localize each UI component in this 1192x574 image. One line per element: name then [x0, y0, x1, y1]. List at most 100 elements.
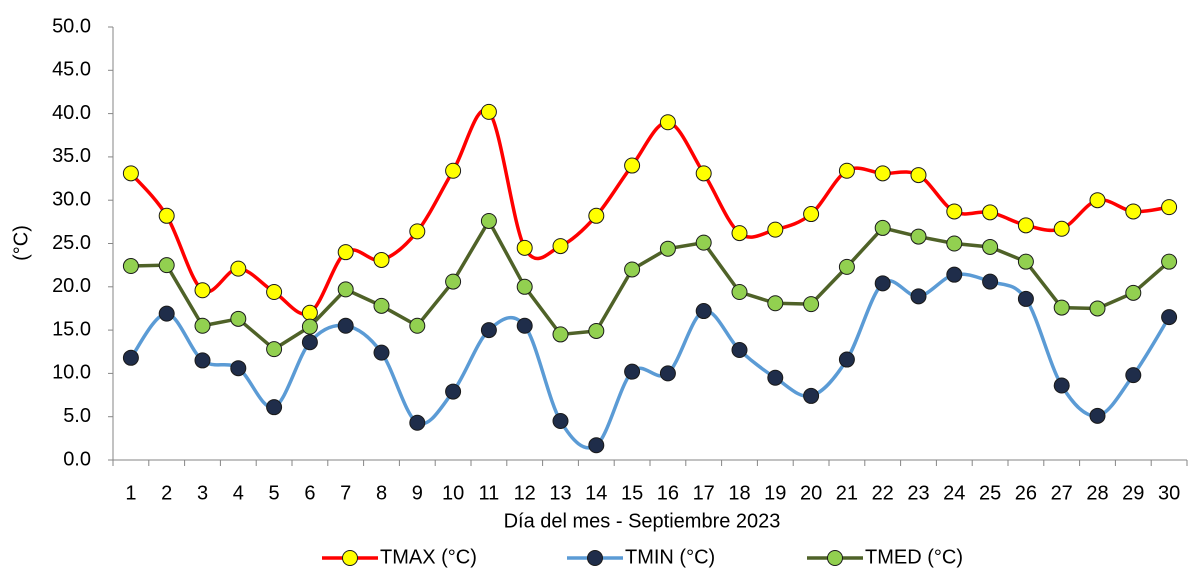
- y-tick-label: 20.0: [52, 275, 91, 297]
- marker: [1017, 290, 1034, 307]
- legend-label: TMIN (°C): [625, 546, 715, 568]
- marker: [1089, 192, 1106, 209]
- x-tick-label: 20: [800, 482, 822, 504]
- x-axis-title: Día del mes - Septiembre 2023: [504, 510, 781, 532]
- marker: [266, 399, 283, 416]
- marker: [767, 295, 784, 312]
- marker: [946, 203, 963, 220]
- marker: [373, 297, 390, 314]
- marker: [552, 326, 569, 343]
- marker: [1161, 253, 1178, 270]
- y-tick-label: 0.0: [63, 448, 91, 470]
- marker: [874, 165, 891, 182]
- legend-marker: [342, 550, 358, 566]
- marker: [158, 257, 175, 274]
- marker: [910, 228, 927, 245]
- marker: [194, 352, 211, 369]
- marker: [910, 288, 927, 305]
- y-tick-label: 25.0: [52, 232, 91, 254]
- y-tick-label: 50.0: [52, 15, 91, 37]
- marker: [588, 207, 605, 224]
- marker: [480, 322, 497, 339]
- marker: [445, 273, 462, 290]
- x-tick-label: 16: [657, 482, 679, 504]
- x-tick-label: 10: [442, 482, 464, 504]
- marker: [588, 322, 605, 339]
- marker: [409, 223, 426, 240]
- x-tick-label: 15: [621, 482, 643, 504]
- marker: [624, 157, 641, 174]
- marker: [659, 365, 676, 382]
- x-tick-label: 9: [412, 482, 423, 504]
- y-axis-title: (°C): [10, 225, 32, 261]
- marker: [731, 283, 748, 300]
- marker: [552, 238, 569, 255]
- x-tick-label: 22: [872, 482, 894, 504]
- marker: [982, 238, 999, 255]
- marker: [230, 310, 247, 327]
- marker: [122, 349, 139, 366]
- marker: [838, 162, 855, 179]
- y-tick-label: 40.0: [52, 102, 91, 124]
- marker: [1161, 199, 1178, 216]
- marker: [731, 225, 748, 242]
- marker: [122, 165, 139, 182]
- marker: [767, 221, 784, 238]
- marker: [874, 219, 891, 236]
- y-tick-label: 15.0: [52, 318, 91, 340]
- x-tick-label: 24: [943, 482, 965, 504]
- x-tick-label: 6: [304, 482, 315, 504]
- marker: [445, 162, 462, 179]
- x-tick-label: 5: [269, 482, 280, 504]
- marker: [373, 344, 390, 361]
- x-tick-label: 28: [1086, 482, 1108, 504]
- x-tick-label: 13: [549, 482, 571, 504]
- marker: [695, 234, 712, 251]
- marker: [1017, 253, 1034, 270]
- marker: [624, 363, 641, 380]
- marker: [480, 103, 497, 120]
- marker: [659, 114, 676, 131]
- marker: [695, 303, 712, 320]
- marker: [803, 206, 820, 223]
- marker: [445, 383, 462, 400]
- marker: [516, 278, 533, 295]
- marker: [158, 305, 175, 322]
- marker: [230, 360, 247, 377]
- marker: [982, 204, 999, 221]
- x-tick-label: 3: [197, 482, 208, 504]
- marker: [516, 239, 533, 256]
- marker: [337, 281, 354, 298]
- x-tick-label: 7: [340, 482, 351, 504]
- marker: [1125, 367, 1142, 384]
- marker: [194, 282, 211, 299]
- marker: [266, 341, 283, 358]
- marker: [1053, 377, 1070, 394]
- marker: [982, 273, 999, 290]
- marker: [731, 342, 748, 359]
- marker: [122, 258, 139, 275]
- marker: [1161, 309, 1178, 326]
- x-tick-label: 19: [764, 482, 786, 504]
- marker: [803, 296, 820, 313]
- marker: [552, 413, 569, 430]
- y-tick-label: 35.0: [52, 145, 91, 167]
- marker: [838, 351, 855, 368]
- marker: [659, 240, 676, 257]
- series-line: [129, 108, 1170, 316]
- marker: [1053, 299, 1070, 316]
- marker: [910, 167, 927, 184]
- x-tick-label: 17: [693, 482, 715, 504]
- marker: [1125, 203, 1142, 220]
- series-line: [129, 272, 1171, 450]
- legend-label: TMAX (°C): [380, 546, 477, 568]
- marker: [588, 437, 605, 454]
- marker: [480, 212, 497, 229]
- marker: [767, 369, 784, 386]
- x-tick-label: 14: [585, 482, 607, 504]
- marker: [874, 275, 891, 292]
- marker: [194, 317, 211, 334]
- marker: [301, 304, 318, 321]
- y-tick-label: 45.0: [52, 59, 91, 81]
